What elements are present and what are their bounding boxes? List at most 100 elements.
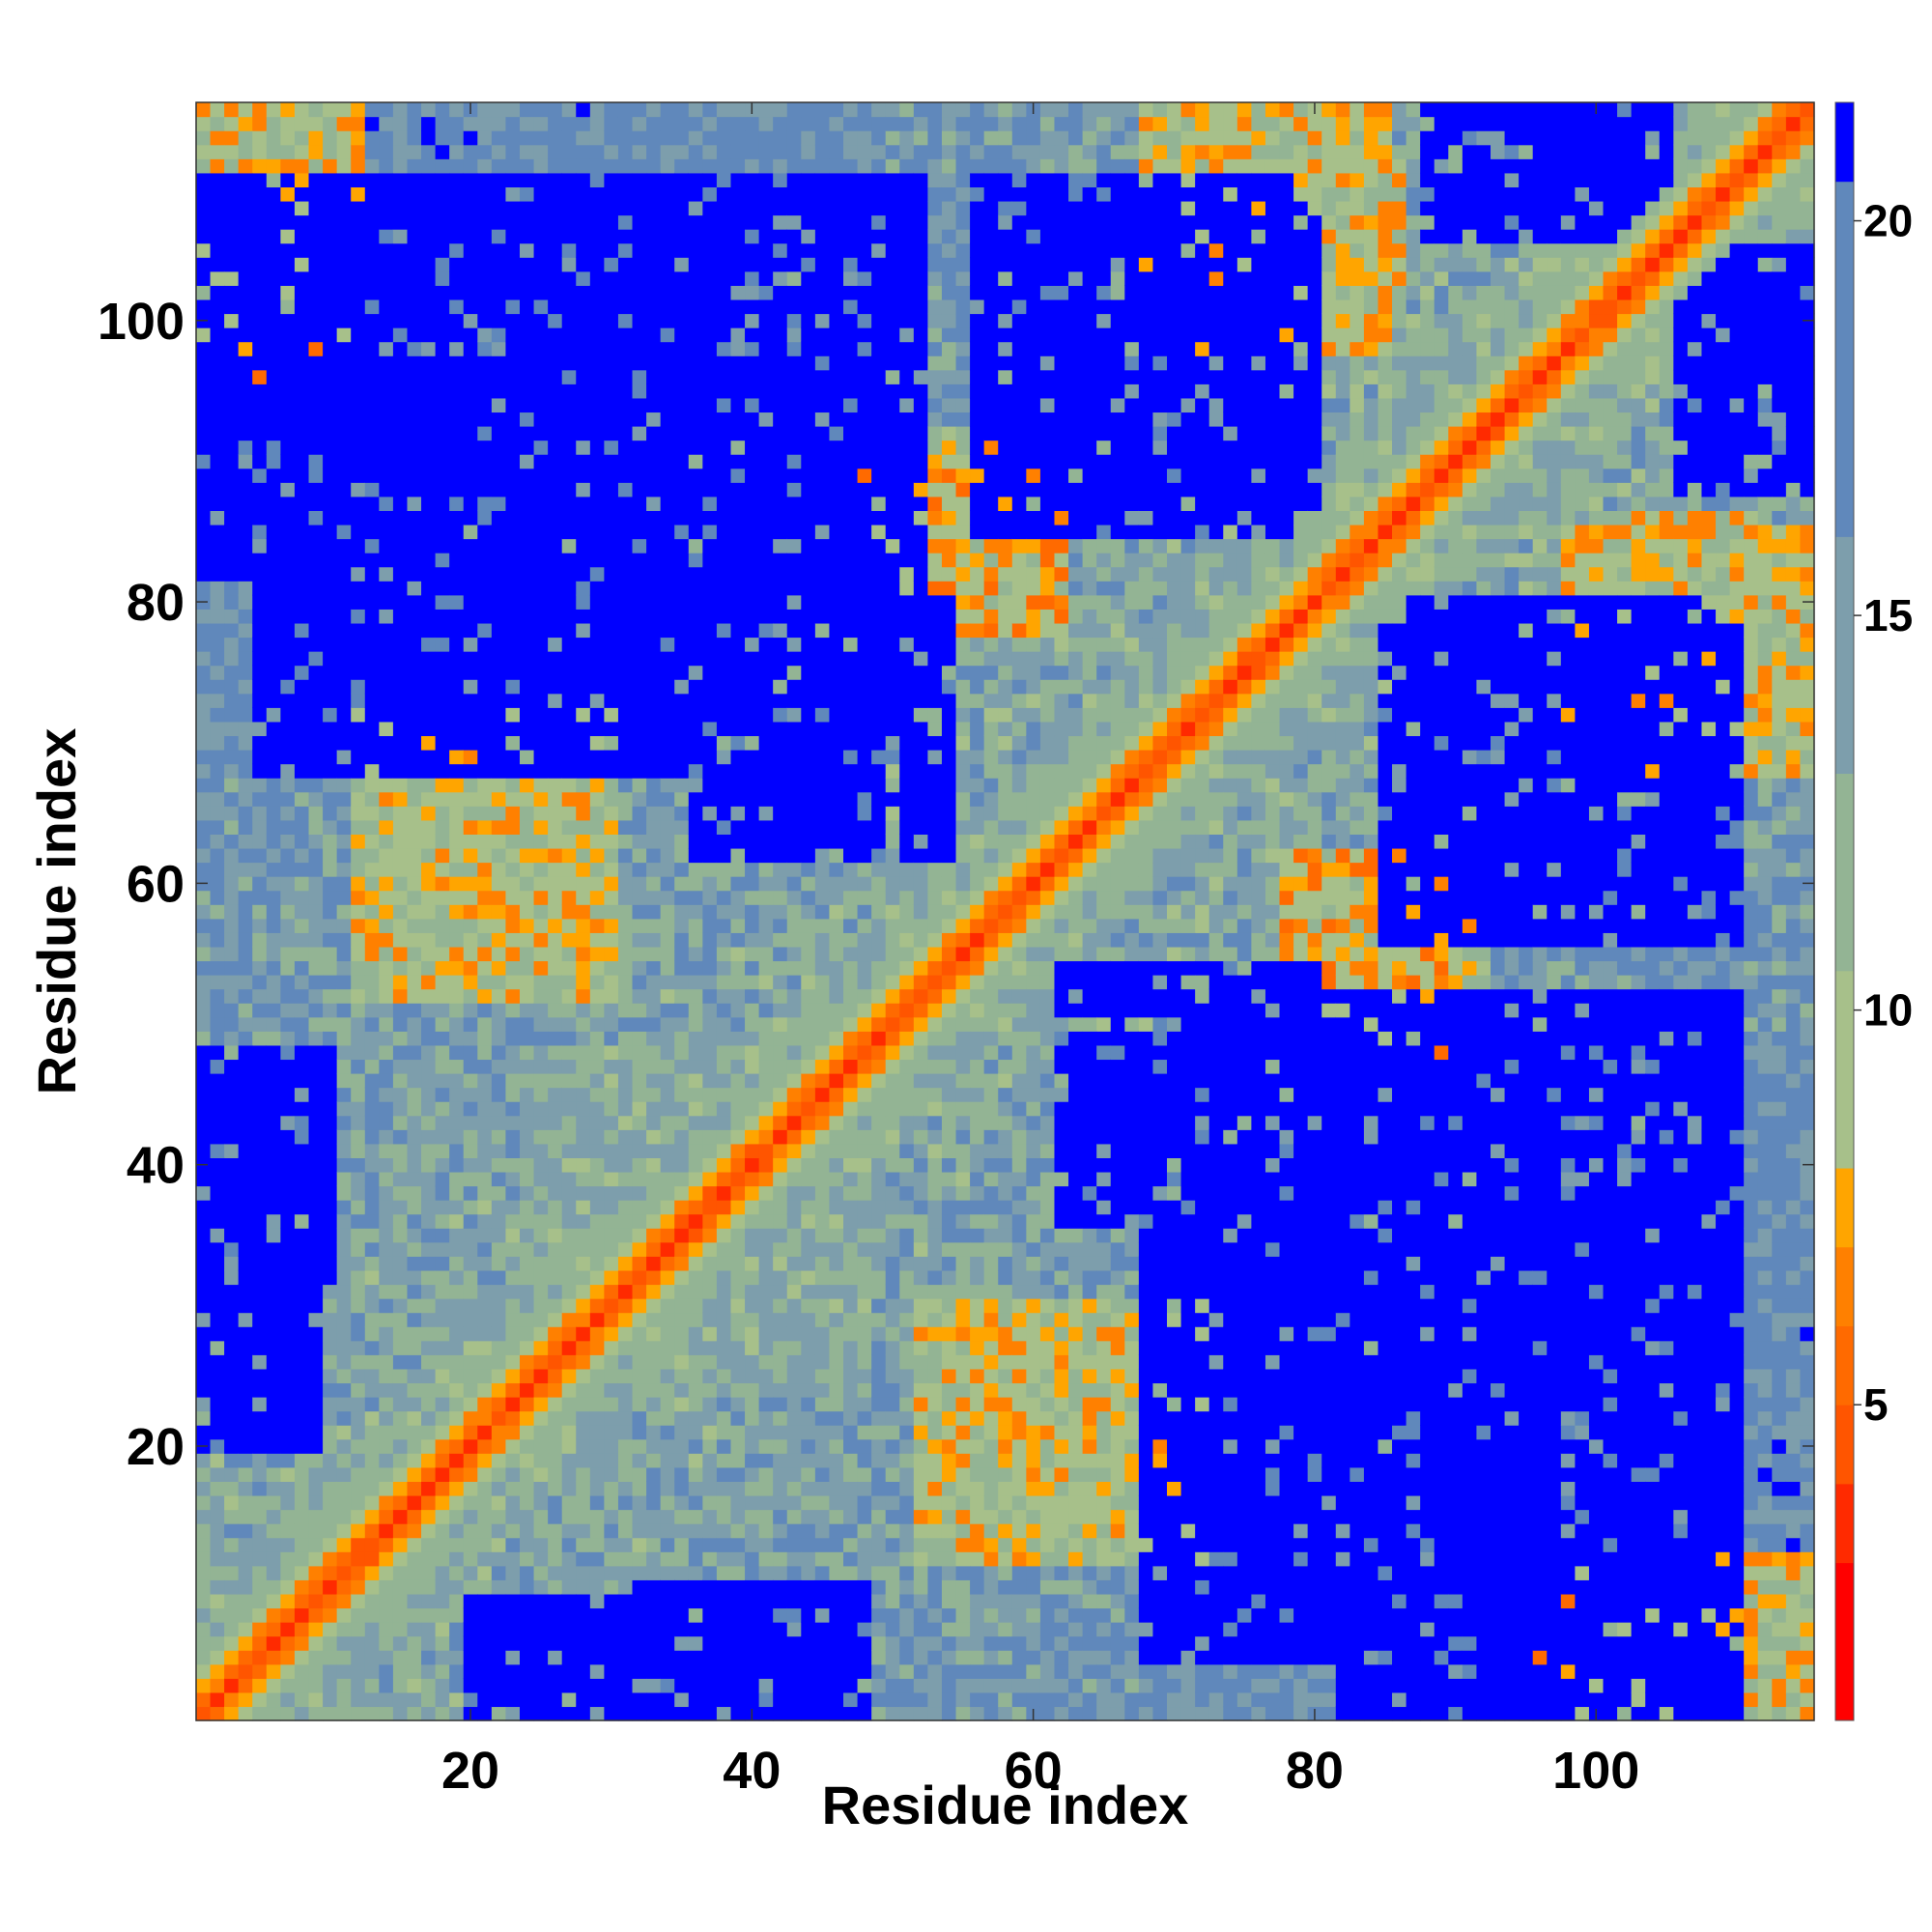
- heatmap-cell: [548, 819, 563, 835]
- heatmap-cell: [617, 622, 634, 639]
- heatmap-cell: [758, 1481, 774, 1496]
- heatmap-cell: [379, 242, 394, 258]
- heatmap-cell: [266, 581, 281, 596]
- heatmap-cell: [336, 637, 352, 652]
- heatmap-cell: [308, 1087, 324, 1102]
- heatmap-cell: [604, 1691, 619, 1708]
- heatmap-cell: [238, 819, 253, 835]
- heatmap-cell: [617, 778, 634, 793]
- heatmap-cell: [520, 819, 535, 835]
- heatmap-cell: [716, 1016, 732, 1032]
- heatmap-cell: [674, 116, 690, 131]
- heatmap-cell: [758, 1003, 774, 1018]
- heatmap-cell: [702, 932, 718, 948]
- heatmap-cell: [632, 679, 647, 695]
- heatmap-cell: [351, 819, 366, 835]
- heatmap-cell: [561, 144, 577, 159]
- heatmap-cell: [238, 1622, 253, 1637]
- heatmap-cell: [294, 876, 310, 892]
- heatmap-cell: [266, 1706, 281, 1721]
- heatmap-cell: [758, 566, 774, 582]
- heatmap-cell: [576, 214, 591, 230]
- heatmap-cell: [449, 1438, 465, 1454]
- heatmap-cell: [252, 384, 268, 399]
- heatmap-cell: [224, 806, 240, 821]
- heatmap-cell: [252, 1607, 268, 1623]
- heatmap-cell: [435, 524, 450, 540]
- heatmap-cell: [280, 1101, 296, 1117]
- heatmap-cell: [449, 1622, 465, 1637]
- heatmap-cell: [801, 1143, 816, 1158]
- heatmap-cell: [210, 1101, 225, 1117]
- heatmap-cell: [449, 1551, 465, 1567]
- heatmap-cell: [674, 440, 690, 455]
- heatmap-cell: [730, 496, 746, 511]
- heatmap-cell: [266, 975, 281, 990]
- heatmap-cell: [210, 735, 225, 751]
- heatmap-cell: [702, 1635, 718, 1651]
- heatmap-cell: [392, 553, 409, 568]
- heatmap-cell: [786, 581, 802, 596]
- heatmap-cell: [617, 679, 634, 695]
- heatmap-cell: [646, 1256, 662, 1271]
- heatmap-cell: [548, 1157, 563, 1173]
- heatmap-cell: [604, 1410, 619, 1426]
- heatmap-cell: [224, 130, 240, 146]
- heatmap-cell: [589, 1101, 605, 1117]
- heatmap-cell: [238, 285, 253, 300]
- heatmap-cell: [463, 553, 478, 568]
- heatmap-cell: [632, 1593, 647, 1609]
- heatmap-cell: [435, 538, 450, 554]
- heatmap-cell: [604, 341, 619, 356]
- heatmap-cell: [392, 1397, 409, 1412]
- heatmap-cell: [604, 1269, 619, 1286]
- heatmap-cell: [801, 1157, 816, 1173]
- heatmap-cell: [224, 862, 240, 877]
- heatmap-cell: [351, 806, 366, 821]
- heatmap-cell: [773, 679, 788, 695]
- heatmap-cell: [758, 1059, 774, 1074]
- heatmap-cell: [435, 1256, 450, 1271]
- heatmap-cell: [589, 1425, 605, 1440]
- heatmap-cell: [730, 510, 746, 526]
- heatmap-cell: [520, 1059, 535, 1074]
- heatmap-cell: [758, 1256, 774, 1271]
- heatmap-cell: [308, 482, 324, 497]
- heatmap-cell: [688, 1481, 703, 1496]
- heatmap-cell: [786, 482, 802, 497]
- heatmap-cell: [730, 721, 746, 737]
- heatmap-cell: [576, 1256, 591, 1271]
- heatmap-cell: [435, 763, 450, 779]
- heatmap-cell: [561, 327, 577, 343]
- heatmap-cell: [674, 1650, 690, 1665]
- heatmap-cell: [576, 1607, 591, 1623]
- heatmap-cell: [491, 1129, 507, 1145]
- heatmap-cell: [786, 566, 802, 582]
- heatmap-cell: [745, 707, 760, 723]
- heatmap-cell: [491, 1059, 507, 1074]
- heatmap-cell: [196, 1691, 212, 1708]
- heatmap-cell: [688, 834, 703, 849]
- heatmap-cell: [548, 229, 563, 244]
- heatmap-cell: [801, 1509, 816, 1524]
- heatmap-cell: [477, 298, 493, 315]
- heatmap-cell: [210, 609, 225, 624]
- heatmap-cell: [773, 1269, 788, 1286]
- heatmap-cell: [773, 651, 788, 667]
- heatmap-cell: [351, 1115, 366, 1130]
- heatmap-cell: [294, 1101, 310, 1117]
- heatmap-cell: [308, 1073, 324, 1089]
- heatmap-cell: [224, 1523, 240, 1539]
- heatmap-cell: [533, 1171, 549, 1187]
- heatmap-cell: [758, 496, 774, 511]
- heatmap-cell: [196, 946, 212, 962]
- heatmap-cell: [323, 496, 338, 511]
- heatmap-cell: [617, 116, 634, 131]
- heatmap-cell: [520, 270, 535, 286]
- heatmap-cell: [548, 1143, 563, 1158]
- heatmap-cell: [364, 721, 380, 737]
- heatmap-cell: [745, 1213, 760, 1229]
- heatmap-cell: [323, 1200, 338, 1215]
- heatmap-cell: [266, 1438, 281, 1454]
- heatmap-cell: [730, 1368, 746, 1384]
